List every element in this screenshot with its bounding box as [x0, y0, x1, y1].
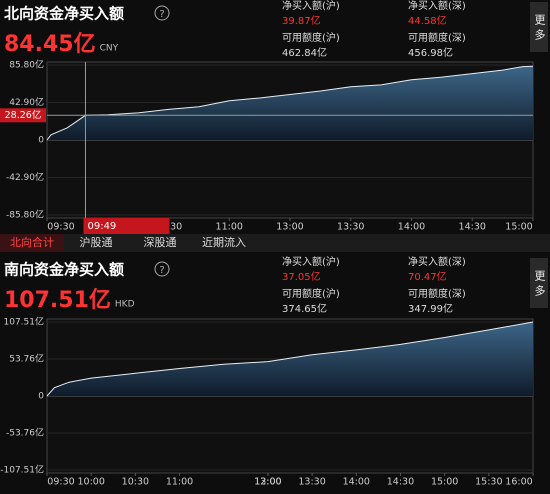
stat-value: 374.65亿 — [282, 302, 327, 315]
x-tick-label: 16:00 — [505, 477, 532, 488]
currency: HKD — [115, 300, 135, 310]
cursor-value-box — [0, 108, 46, 123]
cursor-time-label: 09:49 — [87, 221, 116, 232]
stat-value: 347.99亿 — [408, 302, 453, 315]
stat-value: 39.87亿 — [282, 14, 321, 27]
stat-value: 462.84亿 — [282, 46, 327, 59]
x-tick-label: 15:00 — [505, 222, 532, 233]
x-tick-label: 09:30 — [47, 222, 74, 233]
y-tick-label: 42.90亿 — [9, 96, 44, 108]
x-tick-label: 13:30 — [337, 222, 364, 233]
x-tick-label: 10:30 — [122, 477, 149, 488]
y-tick-label: -42.90亿 — [6, 171, 44, 183]
more-button[interactable] — [530, 258, 548, 308]
x-tick-label: 14:00 — [398, 222, 425, 233]
x-tick-label: 14:30 — [387, 477, 414, 488]
area-fill — [47, 66, 533, 140]
x-tick-label: 11:00 — [216, 222, 243, 233]
x-tick-label: 12:00 — [254, 477, 281, 488]
panel-title: 南向资金净买入额 — [4, 261, 124, 279]
tab[interactable]: 深股通 — [144, 236, 177, 249]
cursor-time-box — [83, 218, 170, 234]
y-tick-label: 0 — [38, 136, 44, 146]
more-label[interactable]: 更多 — [533, 14, 546, 44]
x-tick-label: 13:00 — [254, 477, 281, 488]
stat-value: 70.47亿 — [408, 270, 447, 283]
x-tick-label: 09:30 — [47, 477, 74, 488]
stat-label: 可用额度(深) — [408, 287, 466, 300]
cursor-value-label: 28.26亿 — [5, 109, 42, 121]
y-tick-label: -53.76亿 — [6, 427, 44, 439]
stat-label: 净买入额(沪) — [282, 255, 340, 268]
y-tick-label: -85.80亿 — [6, 209, 44, 221]
tab-bar — [0, 234, 550, 252]
tab-active[interactable] — [0, 234, 64, 252]
more-button[interactable] — [530, 2, 548, 52]
tab[interactable]: 北向合计 — [10, 235, 54, 249]
area-fill — [47, 322, 533, 396]
y-tick-label: 53.76亿 — [9, 352, 44, 364]
area-line — [46, 321, 534, 397]
x-tick-label: 13:30 — [298, 477, 325, 488]
y-tick-label: 0 — [38, 392, 44, 402]
x-tick-label: 14:00 — [343, 477, 370, 488]
stat-label: 可用额度(沪) — [282, 287, 340, 300]
currency: CNY — [100, 44, 119, 54]
y-tick-label: -107.51亿 — [0, 464, 44, 476]
y-tick-label: 107.51亿 — [4, 316, 45, 328]
x-tick-label: 10:00 — [77, 477, 104, 488]
y-tick-label: 85.80亿 — [9, 59, 44, 71]
x-tick-label: 11:00 — [166, 477, 193, 488]
x-tick-label: 14:30 — [459, 222, 486, 233]
stat-label: 可用额度(深) — [408, 31, 466, 44]
stat-label: 可用额度(沪) — [282, 31, 340, 44]
stat-label: 净买入额(深) — [408, 0, 466, 12]
x-tick-label: 13:00 — [276, 222, 303, 233]
panel-title: 北向资金净买入额 — [4, 5, 124, 23]
stat-value: 44.58亿 — [408, 14, 447, 27]
help-mark: ? — [159, 9, 164, 20]
x-tick-label: 15:30 — [475, 477, 502, 488]
x-tick-label: 15:00 — [431, 477, 458, 488]
stat-label: 净买入额(沪) — [282, 0, 340, 12]
more-label[interactable]: 更多 — [533, 270, 546, 300]
stat-value: 37.05亿 — [282, 270, 321, 283]
help-icon[interactable] — [154, 5, 170, 21]
stat-value: 456.98亿 — [408, 46, 453, 59]
tab[interactable]: 沪股通 — [80, 235, 113, 249]
total-value: 84.45亿 — [4, 32, 96, 57]
total-value: 107.51亿 — [4, 288, 111, 313]
stat-label: 净买入额(深) — [408, 255, 466, 268]
help-mark: ? — [159, 265, 164, 276]
help-icon[interactable] — [154, 261, 170, 277]
tab[interactable]: 近期流入 — [202, 235, 246, 249]
